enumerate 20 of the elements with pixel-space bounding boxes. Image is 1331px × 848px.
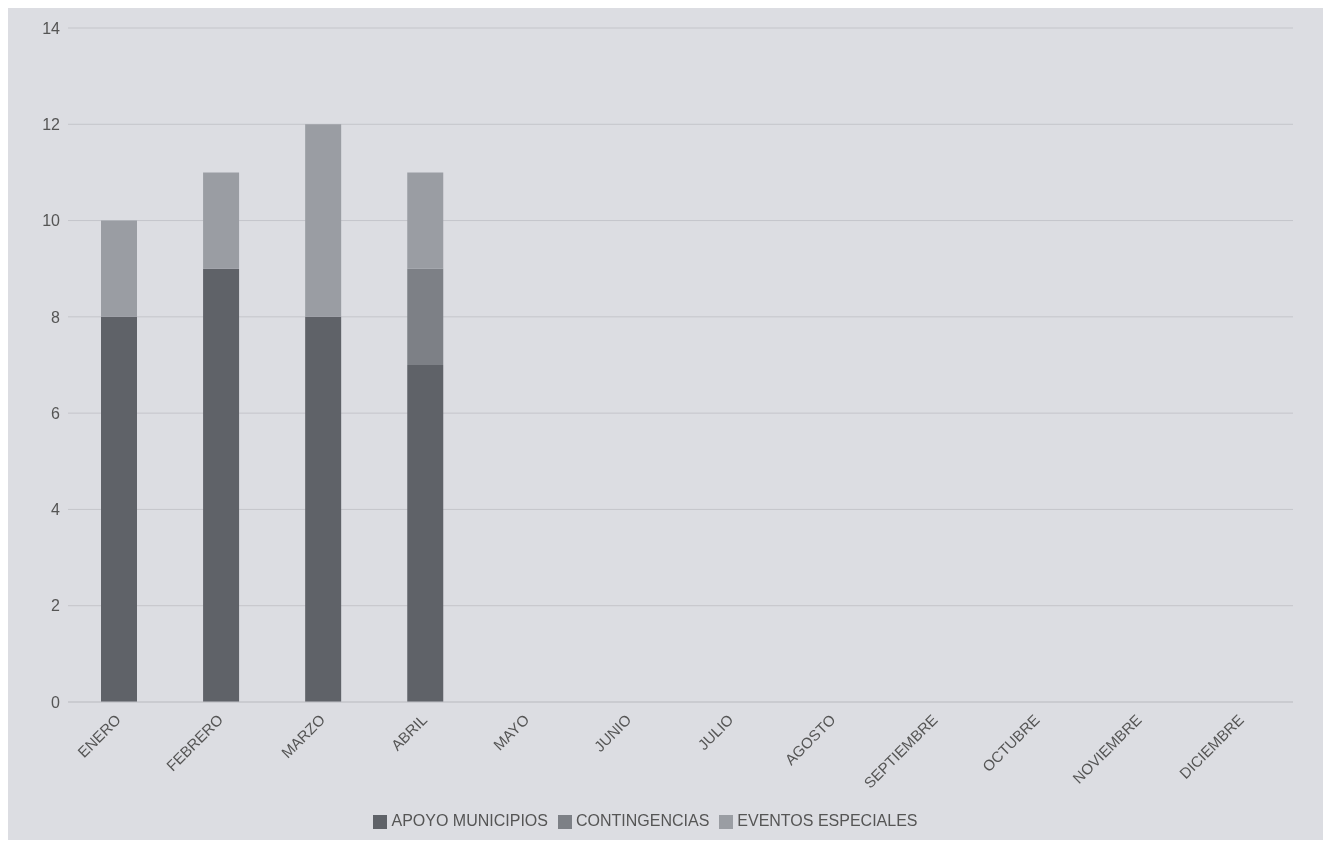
bar (305, 316, 342, 702)
y-tick-label: 8 (51, 308, 61, 326)
legend-label: EVENTOS ESPECIALES (737, 812, 918, 829)
legend-label: APOYO MUNICIPIOS (391, 812, 548, 829)
y-tick-label: 2 (51, 597, 61, 615)
y-tick-label: 10 (42, 212, 61, 230)
bar (101, 316, 137, 702)
bar (407, 268, 444, 365)
y-tick-label: 0 (51, 693, 61, 711)
bar (407, 365, 444, 702)
y-tick-label: 4 (51, 501, 61, 519)
y-tick-label: 14 (42, 19, 61, 37)
legend-label: CONTINGENCIAS (575, 812, 710, 829)
bar (101, 220, 137, 317)
bar (203, 172, 240, 269)
y-tick-label: 12 (42, 115, 61, 133)
bar (305, 124, 342, 317)
bar (407, 172, 444, 269)
bar (203, 268, 240, 702)
y-tick-label: 6 (51, 404, 61, 422)
